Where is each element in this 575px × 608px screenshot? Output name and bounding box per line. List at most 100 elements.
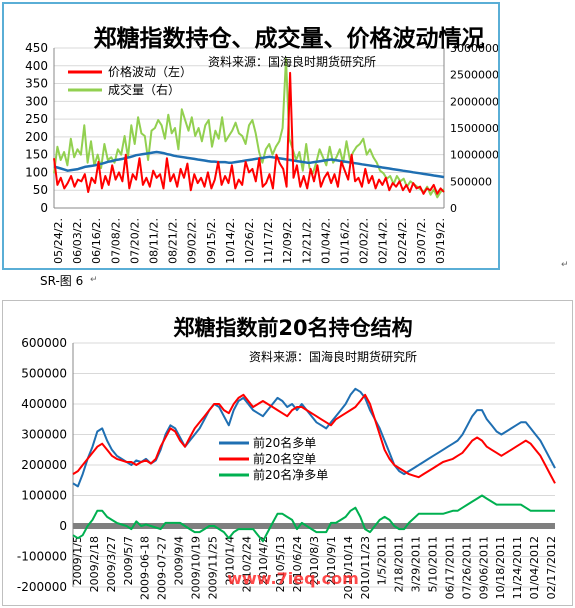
legend-label: 成交量（右） xyxy=(108,82,180,97)
x-tick-label: 2009/1/5 xyxy=(71,536,84,585)
x-tick-label: 09/02/2. xyxy=(186,218,199,264)
chart-bottom-x-axis: 2009/1/5 2009/2/18 2009/3/27 2009/5/7 2009-0… xyxy=(71,523,558,600)
x-tick-label: 11/24/2011 xyxy=(511,536,524,599)
x-tick-label: 10/26/2. xyxy=(243,218,256,264)
series-line-open-interest xyxy=(53,150,445,179)
x-tick-label: 02/02/2. xyxy=(358,218,371,264)
y-tick-label: 100000 xyxy=(21,489,67,503)
x-tick-label: 07/20/2. xyxy=(128,218,141,264)
watermark: www.7ieq.com xyxy=(227,569,359,588)
left-tick-label: 300 xyxy=(25,94,48,108)
right-tick-label: 1000000 xyxy=(450,149,498,162)
x-tick-label: 02/24/2. xyxy=(396,218,409,264)
series-line-net-long xyxy=(72,494,555,543)
x-tick-label: 2009-06-18 xyxy=(139,536,152,600)
chart-top-source-note: 资料来源：国海良时期货研究所 xyxy=(208,54,376,69)
x-tick-label: 06/03/2. xyxy=(71,218,84,264)
series-line-price xyxy=(53,71,445,195)
chart-top-title: 郑糖指数持仓、成交量、价格波动情况 xyxy=(94,25,485,52)
left-tick-label: 200 xyxy=(25,130,48,144)
right-tick-label: 2500000 xyxy=(450,69,498,82)
chart-bottom-source-note: 资料来源：国海良时期货研究所 xyxy=(249,349,417,364)
x-tick-label: 06/16/2. xyxy=(90,218,103,264)
legend-label: 前20名净多单 xyxy=(253,467,328,482)
y-tick-label: 0 xyxy=(59,519,67,533)
x-tick-label: 2010/10/14 xyxy=(342,536,355,599)
x-tick-label: 02/14/2. xyxy=(377,218,390,264)
paragraph-mark-2: ↵ xyxy=(561,260,569,270)
x-tick-label: 2010/2/24 xyxy=(240,536,253,592)
left-tick-label: 50 xyxy=(33,183,48,197)
x-tick-label: 03/19/2. xyxy=(434,218,447,264)
x-tick-label: 1/5/2011 xyxy=(376,536,389,585)
right-tick-label: 3000000 xyxy=(450,42,498,55)
x-tick-label: 07/26/2011 xyxy=(460,536,473,599)
right-tick-label: 2000000 xyxy=(450,95,498,108)
x-tick-label: 2009-07-27 xyxy=(156,536,169,600)
left-tick-label: 150 xyxy=(25,148,48,162)
x-tick-label: 09/15/2. xyxy=(205,218,218,264)
x-tick-label: 11/17/2. xyxy=(262,218,275,264)
chart-top: 450 400 350 300 250 200 150 100 50 0 3000000 25000… xyxy=(2,2,500,270)
chart-bottom-series xyxy=(72,387,556,543)
x-tick-label: 12/21/2. xyxy=(300,218,313,264)
chart-bottom-y-axis: 600000 500000 400000 300000 200000 100000 0 -10… xyxy=(17,336,74,594)
x-tick-label: 01/04/2. xyxy=(319,218,332,264)
y-tick-label: -100000 xyxy=(17,550,67,564)
series-line-volume xyxy=(53,57,445,199)
left-tick-label: 250 xyxy=(25,112,48,126)
x-tick-label: 01/16/2. xyxy=(339,218,352,264)
legend-label: 前20名空单 xyxy=(253,451,316,466)
x-tick-label: 05/24/2. xyxy=(52,218,65,264)
x-tick-label: 07/08/2. xyxy=(109,218,122,264)
left-tick-label: 450 xyxy=(25,41,48,55)
x-tick-label: 2009/9/4 xyxy=(173,536,186,585)
chart-bottom-title: 郑糖指数前20名持仓结构 xyxy=(173,316,412,340)
y-tick-label: 300000 xyxy=(21,428,67,442)
legend-label: 前20名多单 xyxy=(253,435,316,450)
y-tick-label: 500000 xyxy=(21,367,67,381)
x-tick-label: 2010/1/4 xyxy=(223,536,236,585)
x-tick-label: 08/11/2. xyxy=(148,218,161,264)
x-tick-label: 08/21/2. xyxy=(167,218,180,264)
x-tick-label: 10/18/2011 xyxy=(494,536,507,599)
y-tick-label: 600000 xyxy=(21,336,67,350)
x-tick-label: 2010/8/3 xyxy=(308,536,321,585)
left-tick-label: 0 xyxy=(40,201,48,215)
x-tick-label: 02/17/2012 xyxy=(545,536,558,599)
x-tick-label: 01/04/2012 xyxy=(528,536,541,599)
x-tick-label: 2009/2/18 xyxy=(88,536,101,592)
x-tick-label: 2010/5/13 xyxy=(274,536,287,592)
x-tick-label: 3/29/2011 xyxy=(410,536,423,592)
chart-top-left-axis: 450 400 350 300 250 200 150 100 50 0 xyxy=(25,41,55,215)
x-tick-label: 06/17/2011 xyxy=(443,536,456,599)
x-tick-label: 5/10/2011 xyxy=(427,536,440,592)
figure-caption: SR-图 6 xyxy=(40,274,84,288)
chart-bottom-svg: 600000 500000 400000 300000 200000 100000 0 -10… xyxy=(17,316,558,600)
x-tick-label: 2009/11/25 xyxy=(206,536,219,599)
left-tick-label: 350 xyxy=(25,77,48,91)
x-tick-label: 09/06/2011 xyxy=(477,536,490,599)
left-tick-label: 400 xyxy=(25,59,48,73)
x-tick-label: 2/18/2011 xyxy=(393,536,406,592)
x-tick-label: 10/14/2. xyxy=(224,218,237,264)
chart-top-x-axis: 05/24/2. 06/03/2. 06/16/2. 07/08/2. 07/20/2.… xyxy=(52,207,447,264)
chart-bottom: 600000 500000 400000 300000 200000 100000 0 -10… xyxy=(2,300,573,606)
x-tick-label: 2009/5/7 xyxy=(122,536,135,585)
x-tick-label: 2010/4/2 xyxy=(257,536,270,585)
x-tick-label: 2010/9/1 xyxy=(325,536,338,585)
y-tick-label: -200000 xyxy=(17,580,67,594)
chart-top-series xyxy=(53,57,445,199)
legend-label: 价格波动（左） xyxy=(108,64,192,79)
series-line-short xyxy=(72,393,556,484)
chart-top-svg: 450 400 350 300 250 200 150 100 50 0 3000000 25000… xyxy=(25,25,498,264)
x-tick-label: 2010/11/23 xyxy=(359,536,372,599)
chart-top-right-axis: 3000000 2500000 2000000 1500000 1000000 50000… xyxy=(443,42,498,215)
right-tick-label: 1500000 xyxy=(450,122,498,135)
x-tick-label: 2009/3/27 xyxy=(105,536,118,592)
right-tick-label: 0 xyxy=(450,202,457,215)
left-tick-label: 100 xyxy=(25,165,48,179)
right-tick-label: 500000 xyxy=(450,175,492,188)
x-tick-label: 2009/10/19 xyxy=(190,536,203,599)
